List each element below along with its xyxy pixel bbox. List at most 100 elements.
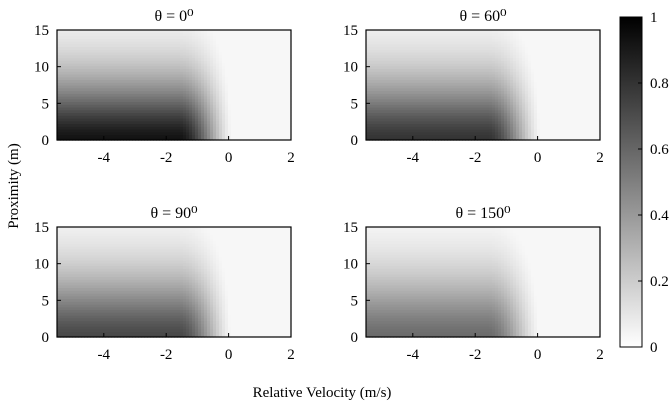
heatmap-cell	[63, 96, 67, 100]
heatmap-cell	[252, 49, 256, 53]
heatmap-cell	[135, 79, 139, 83]
heatmap-cell	[231, 134, 235, 138]
heatmap-cell	[141, 41, 145, 45]
heatmap-cell	[468, 107, 472, 111]
heatmap-cell	[423, 107, 427, 111]
heatmap-cell	[366, 112, 370, 116]
heatmap-cell	[264, 101, 268, 105]
heatmap-cell	[246, 38, 250, 42]
heatmap-cell	[426, 98, 430, 103]
heatmap-cell	[438, 41, 442, 45]
heatmap-cell	[102, 112, 106, 116]
heatmap-cell	[408, 126, 412, 130]
heatmap-cell	[282, 43, 286, 48]
heatmap-cell	[495, 120, 499, 125]
heatmap-cell	[99, 93, 103, 97]
heatmap-cell	[84, 129, 88, 133]
heatmap-cell	[114, 98, 118, 103]
heatmap-cell	[117, 129, 121, 133]
heatmap-cell	[405, 98, 409, 103]
heatmap-cell	[426, 85, 430, 89]
heatmap-cell	[285, 30, 289, 34]
heatmap-cell	[132, 30, 136, 34]
heatmap-cell	[132, 79, 136, 83]
heatmap-cell	[153, 134, 157, 138]
heatmap-cell	[402, 107, 406, 111]
heatmap-cell	[486, 85, 490, 89]
heatmap-cell	[171, 96, 175, 100]
heatmap-cell	[381, 131, 385, 136]
heatmap-cell	[120, 104, 124, 108]
heatmap-cell	[159, 137, 163, 141]
heatmap-cell	[96, 49, 100, 53]
heatmap-cell	[435, 38, 439, 42]
heatmap-cell	[129, 126, 133, 130]
heatmap-cell	[201, 49, 205, 53]
heatmap-cell	[90, 57, 94, 61]
heatmap-cell	[204, 68, 208, 72]
heatmap-cell	[219, 30, 223, 34]
heatmap-cell	[240, 115, 244, 119]
heatmap-cell	[456, 71, 460, 75]
heatmap-cell	[93, 104, 97, 108]
heatmap-cell	[399, 32, 403, 37]
heatmap-cell	[393, 85, 397, 89]
heatmap-cell	[174, 120, 178, 125]
heatmap-cell	[228, 49, 232, 53]
heatmap-cell	[204, 85, 208, 89]
heatmap-cell	[288, 43, 292, 48]
heatmap-cell	[498, 68, 502, 72]
heatmap-cell	[81, 87, 85, 92]
heatmap-cell	[66, 134, 70, 138]
heatmap-cell	[129, 60, 133, 64]
heatmap-cell	[288, 123, 292, 127]
heatmap-cell	[381, 134, 385, 138]
heatmap-cell	[117, 65, 121, 70]
heatmap-cell	[444, 120, 448, 125]
heatmap-cell	[63, 120, 67, 125]
heatmap-cell	[483, 38, 487, 42]
heatmap-cell	[273, 104, 277, 108]
heatmap-cell	[390, 46, 394, 50]
heatmap-cell	[426, 96, 430, 100]
heatmap-cell	[69, 30, 73, 34]
heatmap-cell	[414, 30, 418, 34]
heatmap-cell	[183, 120, 187, 125]
heatmap-cell	[258, 46, 262, 50]
heatmap-cell	[57, 118, 61, 122]
heatmap-cell	[129, 134, 133, 138]
heatmap-cell	[381, 63, 385, 67]
heatmap-cell	[381, 101, 385, 105]
heatmap-cell	[210, 93, 214, 97]
heatmap-cell	[381, 96, 385, 100]
heatmap-cell	[81, 90, 85, 94]
heatmap-cell	[483, 137, 487, 141]
heatmap-cell	[111, 41, 115, 45]
heatmap-cell	[441, 43, 445, 48]
heatmap-cell	[213, 76, 217, 81]
heatmap-cell	[90, 129, 94, 133]
heatmap-cell	[420, 101, 424, 105]
heatmap-cell	[429, 93, 433, 97]
heatmap-cell	[420, 109, 424, 114]
heatmap-cell	[258, 115, 262, 119]
heatmap-cell	[177, 63, 181, 67]
heatmap-cell	[141, 71, 145, 75]
heatmap-cell	[252, 137, 256, 141]
heatmap-cell	[213, 126, 217, 130]
heatmap-cell	[72, 79, 76, 83]
heatmap-cell	[441, 137, 445, 141]
heatmap-cell	[378, 71, 382, 75]
heatmap-cell	[72, 76, 76, 81]
heatmap-cell	[153, 57, 157, 61]
heatmap-cell	[258, 30, 262, 34]
heatmap-cell	[387, 65, 391, 70]
heatmap-cell	[252, 52, 256, 56]
heatmap-cell	[144, 60, 148, 64]
heatmap-cell	[369, 52, 373, 56]
heatmap-cell	[408, 104, 412, 108]
heatmap-cell	[183, 115, 187, 119]
heatmap-cell	[468, 54, 472, 59]
heatmap-cell	[384, 120, 388, 125]
heatmap-cell	[243, 32, 247, 37]
